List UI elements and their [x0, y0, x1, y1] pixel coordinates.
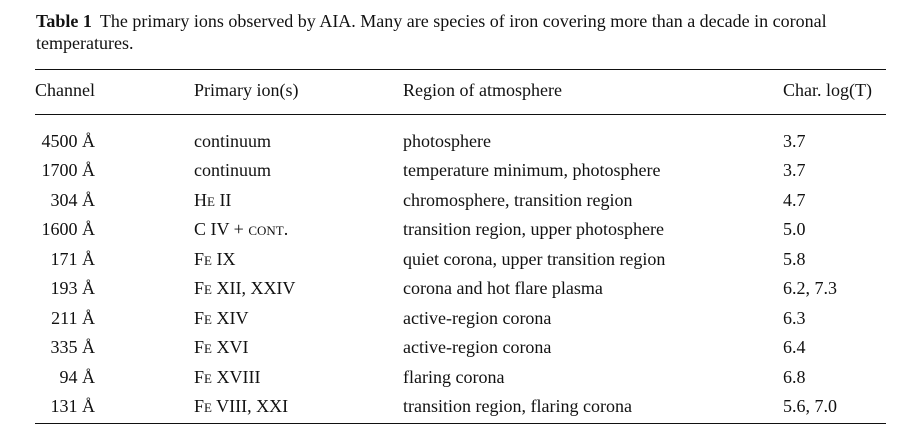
cell-ion: Fe IX: [194, 249, 236, 269]
header-ion: Primary ion(s): [194, 80, 299, 100]
table-row: 335 Å Fe XVI active-region corona 6.4: [0, 336, 915, 358]
cell-region: transition region, upper photosphere: [403, 219, 664, 239]
cell-temp: 4.7: [783, 190, 806, 210]
cell-ion: continuum: [194, 160, 271, 180]
cell-channel: 171 Å: [50, 249, 96, 269]
header-temp: Char. log(T): [783, 80, 872, 100]
cell-channel: 211 Å: [51, 308, 95, 328]
cell-temp: 5.8: [783, 249, 806, 269]
cell-ion: Fe XII, XXIV: [194, 278, 296, 298]
caption-text: The primary ions observed by AIA. Many a…: [36, 11, 827, 53]
cell-channel: 304 Å: [50, 190, 96, 210]
cell-temp: 6.2, 7.3: [783, 278, 837, 298]
cell-temp: 5.6, 7.0: [783, 396, 837, 416]
table-row: 304 Å He II chromosphere, transition reg…: [0, 189, 915, 211]
cell-region: quiet corona, upper transition region: [403, 249, 666, 269]
table-row: 171 Å Fe IX quiet corona, upper transiti…: [0, 248, 915, 270]
cell-channel: 131 Å: [50, 396, 96, 416]
cell-ion: C IV + cont.: [194, 219, 289, 239]
table-row: 4500 Å continuum photosphere 3.7: [0, 130, 915, 152]
cell-ion: Fe VIII, XXI: [194, 396, 289, 416]
table-row: 94 Å Fe XVIII flaring corona 6.8: [0, 366, 915, 388]
cell-temp: 6.3: [783, 308, 806, 328]
cell-channel: 335 Å: [50, 337, 96, 357]
cell-temp: 6.4: [783, 337, 806, 357]
cell-region: active-region corona: [403, 308, 552, 328]
cell-region: active-region corona: [403, 337, 552, 357]
cell-ion: Fe XVI: [194, 337, 249, 357]
cell-ion: He II: [194, 190, 232, 210]
cell-temp: 3.7: [783, 131, 806, 151]
cell-region: temperature minimum, photosphere: [403, 160, 661, 180]
table-caption: Table 1 The primary ions observed by AIA.…: [36, 10, 896, 54]
cell-ion: continuum: [194, 131, 271, 151]
cell-ion: Fe XIV: [194, 308, 249, 328]
cell-region: flaring corona: [403, 367, 505, 387]
cell-ion: Fe XVIII: [194, 367, 261, 387]
header-rule: [35, 114, 886, 115]
table-row: 131 Å Fe VIII, XXI transition region, fl…: [0, 395, 915, 417]
header-channel: Channel: [35, 80, 95, 100]
cell-channel: 1700 Å: [41, 160, 96, 180]
cell-temp: 5.0: [783, 219, 806, 239]
table-row: 1600 Å C IV + cont. transition region, u…: [0, 218, 915, 240]
cell-region: transition region, flaring corona: [403, 396, 632, 416]
table-row: 1700 Å continuum temperature minimum, ph…: [0, 159, 915, 181]
cell-channel: 1600 Å: [41, 219, 96, 239]
table-header: Channel Primary ion(s) Region of atmosph…: [0, 79, 915, 101]
cell-temp: 3.7: [783, 160, 806, 180]
cell-channel: 94 Å: [59, 367, 96, 387]
cell-temp: 6.8: [783, 367, 806, 387]
cell-region: corona and hot flare plasma: [403, 278, 603, 298]
cell-region: photosphere: [403, 131, 491, 151]
table-row: 211 Å Fe XIV active-region corona 6.3: [0, 307, 915, 329]
table-row: 193 Å Fe XII, XXIV corona and hot flare …: [0, 277, 915, 299]
header-region: Region of atmosphere: [403, 80, 562, 100]
cell-region: chromosphere, transition region: [403, 190, 633, 210]
cell-channel: 193 Å: [50, 278, 96, 298]
table-label: Table 1: [36, 11, 92, 31]
top-rule: [35, 69, 886, 70]
bottom-rule: [35, 423, 886, 424]
cell-channel: 4500 Å: [41, 131, 96, 151]
